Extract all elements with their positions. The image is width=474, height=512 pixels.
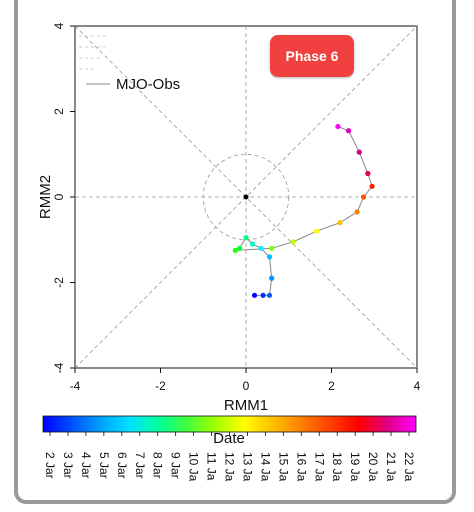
trajectory-point [335,123,341,130]
trajectory-point [269,245,275,251]
trajectory-point [232,247,238,254]
y-tick-label: -2 [52,277,66,288]
colorbar-date-label: 6 Jar [115,452,129,479]
y-tick-label: 0 [52,193,66,200]
colorbar-date-label: 9 Jar [169,452,183,479]
legend: MJO-Obs [86,76,180,93]
trajectory-point [346,128,352,134]
x-axis-label: RMM1 [224,397,268,414]
colorbar-date-label: 19 Ja [348,452,362,482]
colorbar-date-label: 8 Jar [151,452,165,479]
trajectory-point [337,220,343,226]
colorbar-date-label: 15 Ja [276,452,290,482]
colorbar-date-label: 21 Ja [384,452,398,482]
y-tick-label: 2 [52,108,66,115]
trajectory-point [354,209,360,215]
colorbar-date-label: 16 Ja [294,452,308,482]
trajectory-point [360,194,367,200]
phase-badge: Phase 6 [270,35,354,77]
trajectory-point [243,235,249,241]
colorbar-date-label: 17 Ja [312,452,326,482]
colorbar-date-label: 22 Ja [402,452,416,482]
colorbar-dates: 2 Jar 3 Jar 4 Jar 5 Jar 6 Jar 7 Jar 8 Jar 9 Jar… [43,452,416,482]
x-tick-label: 2 [328,379,335,393]
trajectory-point [313,228,320,234]
trajectory-point [258,245,264,251]
trajectory-point [369,183,375,189]
y-tick-label: 4 [52,22,66,29]
colorbar-date-label: 7 Jar [133,452,147,479]
y-tick-label: -4 [52,362,66,373]
trajectory-point [290,239,296,245]
x-tick-label: -4 [70,379,81,393]
colorbar-date-label: 4 Jar [79,452,93,479]
colorbar-date-label: 2 Jar [43,452,57,479]
colorbar-date-label: 13 Ja [240,452,254,482]
y-axis-label: RMM2 [37,175,54,219]
colorbar-date-label: 18 Ja [330,452,344,482]
trajectory-point [251,292,258,298]
colorbar-date-label: 3 Jar [61,452,75,479]
colorbar [42,415,417,436]
trajectory-point [266,254,273,260]
series-layer [232,123,375,298]
colorbar-date-label: 11 Ja [205,452,219,481]
trajectory-point [356,149,362,155]
colorbar-date-label: 10 Ja [187,452,201,482]
colorbar-date-label: 14 Ja [258,452,272,482]
colorbar-date-label: 12 Ja [223,452,237,482]
x-tick-label: 0 [243,379,250,393]
trajectory-point [249,241,256,247]
colorbar-date-label: 5 Jar [97,452,111,479]
trajectory-point [269,275,275,281]
legend-label: MJO-Obs [116,76,180,93]
trajectory-point [365,170,371,177]
x-tick-label: -2 [155,379,166,393]
trajectory-point [260,292,266,298]
colorbar-title: Date [213,430,245,447]
grid-layer [74,25,418,369]
trajectory-line [235,125,373,296]
unit-circle [202,153,290,241]
trajectory-point [236,245,243,251]
colorbar-date-label: 20 Ja [366,452,380,482]
trajectory-point [266,292,273,298]
axes-layer: -4 -2 0 2 4 4 2 0 -2 -4 [52,22,421,393]
origin-dot [243,194,249,200]
x-tick-label: 4 [414,379,421,393]
